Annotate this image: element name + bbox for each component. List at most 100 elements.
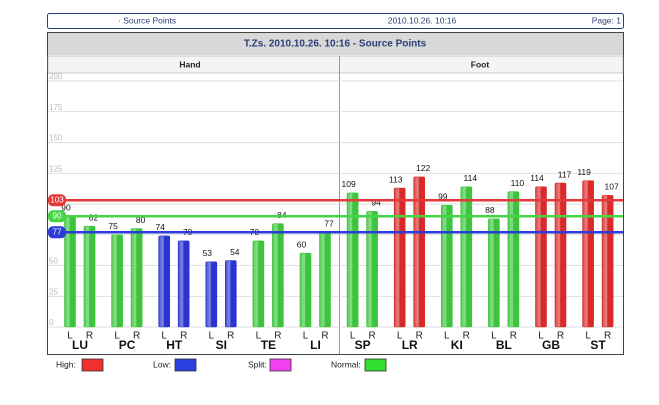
reference-badge (48, 210, 66, 223)
bar (460, 186, 473, 328)
x-tick-label: SP (355, 338, 371, 352)
side-label: R (227, 331, 234, 342)
bar (205, 261, 218, 328)
bar-group (582, 180, 594, 328)
chart-title: T.Zs. 2010.10.26. 10:16 - Source Points (244, 39, 427, 50)
value-label: 88 (485, 205, 495, 215)
side-label: L (67, 331, 73, 342)
header-left: · Source Points (118, 15, 176, 25)
reference-label: 90 (53, 211, 62, 220)
bar (177, 240, 190, 328)
reference-label: 103 (50, 195, 64, 204)
value-label: 74 (155, 222, 165, 232)
value-label: 60 (297, 239, 307, 249)
side-label: R (321, 331, 328, 342)
side-label: L (161, 331, 167, 342)
legend-label: Low: (153, 359, 171, 369)
legend-label: Split: (248, 359, 267, 369)
bar (535, 186, 547, 328)
value-label: 94 (371, 198, 381, 208)
bar (272, 223, 284, 328)
side-label: R (510, 331, 517, 342)
side-label: R (133, 331, 140, 342)
bar-group (299, 252, 312, 328)
bar (299, 252, 312, 328)
value-label: 110 (511, 178, 525, 188)
x-tick-label: LI (310, 338, 321, 352)
bar-group (440, 204, 453, 328)
bar (158, 235, 170, 328)
side-label: R (463, 331, 470, 342)
bar-group (488, 218, 500, 328)
bar (83, 225, 96, 328)
bar (366, 211, 378, 328)
legend-swatch (364, 358, 387, 372)
side-label: L (209, 331, 215, 342)
bar-group (393, 187, 406, 328)
bar-group (554, 182, 567, 328)
bar-group (158, 235, 170, 328)
y-tick-label: 0 (49, 318, 54, 327)
x-tick-label: PC (119, 338, 136, 352)
bar-group (252, 240, 265, 328)
y-tick-label: 125 (49, 164, 63, 173)
reference-badge (48, 226, 66, 239)
bar (554, 182, 567, 328)
value-label: 119 (577, 167, 591, 177)
value-label: 75 (108, 221, 118, 231)
value-label: 99 (438, 191, 448, 201)
chart-frame (47, 32, 624, 355)
value-label: 113 (389, 174, 403, 184)
bar (488, 218, 500, 328)
side-label: L (114, 331, 120, 342)
value-label: 107 (605, 182, 619, 192)
side-label: L (491, 331, 497, 342)
legend-label: High: (56, 359, 76, 369)
legend-swatch (81, 358, 104, 372)
bar (413, 176, 426, 328)
x-tick-label: HT (166, 338, 183, 352)
side-label: L (397, 331, 403, 342)
side-label: L (444, 331, 450, 342)
bar-group (272, 223, 284, 328)
bar (111, 234, 123, 328)
bar-group (319, 231, 331, 328)
value-label: 114 (530, 173, 544, 183)
header-right: Page: 1 (592, 15, 622, 25)
bar-group (111, 234, 123, 328)
x-tick-label: TE (261, 338, 276, 352)
value-label: 53 (203, 248, 213, 258)
side-label: R (368, 331, 375, 342)
value-label: 80 (136, 215, 146, 225)
bar-group (413, 176, 426, 328)
side-label: R (416, 331, 423, 342)
section-label: Foot (471, 59, 490, 69)
value-label: 77 (324, 219, 334, 229)
section-bar (47, 55, 624, 74)
bar-group (601, 195, 614, 328)
value-label: 84 (277, 210, 287, 220)
bar-group (535, 186, 547, 328)
x-tick-label: KI (451, 338, 463, 352)
header-box (47, 13, 624, 29)
side-label: L (303, 331, 309, 342)
side-label: L (350, 331, 356, 342)
x-tick-label: SI (216, 338, 227, 352)
x-tick-label: GB (542, 338, 560, 352)
bar (393, 187, 406, 328)
side-label: R (274, 331, 281, 342)
y-tick-label: 50 (49, 257, 58, 266)
bar-group (346, 192, 359, 328)
value-label: 54 (230, 247, 240, 257)
side-label: L (256, 331, 262, 342)
y-tick-label: 150 (49, 134, 63, 143)
bar (319, 231, 331, 328)
value-label: 122 (416, 163, 430, 173)
bar-group (205, 261, 218, 328)
legend-label: Normal: (331, 359, 361, 369)
side-label: R (604, 331, 611, 342)
side-label: R (86, 331, 93, 342)
y-tick-label: 25 (49, 287, 58, 296)
bar-group (366, 211, 378, 328)
